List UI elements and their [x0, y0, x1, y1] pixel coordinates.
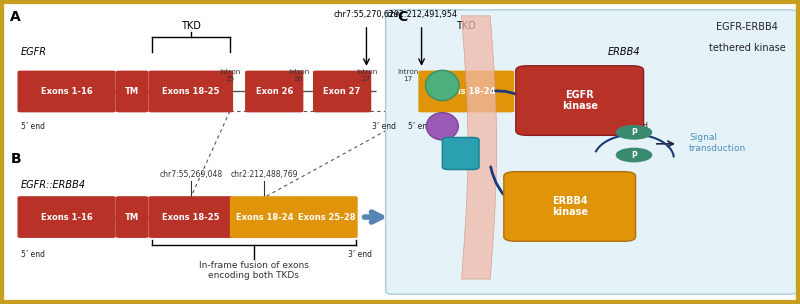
Text: Exons 1-16: Exons 1-16: [41, 212, 93, 222]
FancyBboxPatch shape: [519, 71, 615, 112]
FancyBboxPatch shape: [116, 196, 149, 238]
Text: Intron
17: Intron 17: [398, 69, 418, 82]
Text: TM: TM: [125, 87, 139, 96]
Text: TM: TM: [125, 212, 139, 222]
Polygon shape: [462, 16, 497, 279]
FancyBboxPatch shape: [18, 196, 116, 238]
FancyBboxPatch shape: [149, 196, 233, 238]
Text: chr2:212,488,769: chr2:212,488,769: [230, 170, 298, 179]
Text: Intron
25: Intron 25: [219, 69, 241, 82]
Text: 5’ end: 5’ end: [21, 122, 45, 131]
Text: Exons 18-24: Exons 18-24: [438, 87, 495, 96]
Text: Intron
26: Intron 26: [288, 69, 310, 82]
FancyBboxPatch shape: [116, 71, 149, 112]
Text: P: P: [631, 128, 637, 137]
Text: ERBB4
kinase: ERBB4 kinase: [552, 196, 588, 217]
Text: 5’ end: 5’ end: [21, 250, 45, 259]
Text: Exons 18-25: Exons 18-25: [162, 87, 219, 96]
FancyBboxPatch shape: [442, 137, 479, 170]
Text: 3’ end: 3’ end: [624, 122, 648, 131]
Text: EGFR: EGFR: [21, 47, 46, 57]
Ellipse shape: [426, 70, 459, 101]
Text: EGFR-ERBB4: EGFR-ERBB4: [717, 22, 778, 32]
Text: C: C: [397, 10, 407, 24]
Circle shape: [617, 148, 651, 162]
FancyBboxPatch shape: [516, 66, 643, 135]
Text: tethered kinase: tethered kinase: [709, 43, 786, 53]
Text: Exons 18-25: Exons 18-25: [162, 212, 219, 222]
Text: 3’ end: 3’ end: [348, 250, 372, 259]
FancyBboxPatch shape: [230, 196, 299, 238]
Text: TKD: TKD: [456, 21, 476, 31]
FancyBboxPatch shape: [149, 71, 233, 112]
Text: EGFR::ERBB4: EGFR::ERBB4: [21, 180, 86, 190]
FancyBboxPatch shape: [386, 10, 798, 294]
Text: Exon 27: Exon 27: [323, 87, 361, 96]
Text: Exons 25-28: Exons 25-28: [298, 212, 356, 222]
FancyBboxPatch shape: [18, 71, 116, 112]
Text: Exons 25-28: Exons 25-28: [538, 87, 596, 96]
Text: chr2:212,491,954: chr2:212,491,954: [386, 10, 457, 19]
FancyBboxPatch shape: [296, 196, 358, 238]
Text: ERBB4: ERBB4: [608, 47, 640, 57]
Text: A: A: [10, 10, 21, 24]
Text: 5’ end: 5’ end: [408, 122, 432, 131]
Text: Exons 18-24: Exons 18-24: [236, 212, 294, 222]
Text: EGFR
kinase: EGFR kinase: [562, 90, 598, 111]
Text: chr7:55,270,629: chr7:55,270,629: [334, 10, 399, 19]
Text: TKD: TKD: [181, 21, 201, 31]
Text: P: P: [631, 150, 637, 160]
Text: 3’ end: 3’ end: [372, 122, 396, 131]
FancyBboxPatch shape: [418, 71, 514, 112]
Text: Exon 26: Exon 26: [255, 87, 293, 96]
Text: chr7:55,269,048: chr7:55,269,048: [159, 170, 222, 179]
Text: B: B: [10, 152, 21, 166]
FancyBboxPatch shape: [245, 71, 303, 112]
Text: Exons 1-16: Exons 1-16: [41, 87, 93, 96]
FancyBboxPatch shape: [313, 71, 371, 112]
Ellipse shape: [426, 113, 458, 140]
Circle shape: [617, 126, 651, 139]
Text: In-frame fusion of exons
encoding both TKDs: In-frame fusion of exons encoding both T…: [199, 261, 309, 280]
Text: Intron
27: Intron 27: [356, 69, 377, 82]
FancyBboxPatch shape: [504, 172, 635, 241]
Text: Signal
transduction: Signal transduction: [689, 133, 746, 153]
